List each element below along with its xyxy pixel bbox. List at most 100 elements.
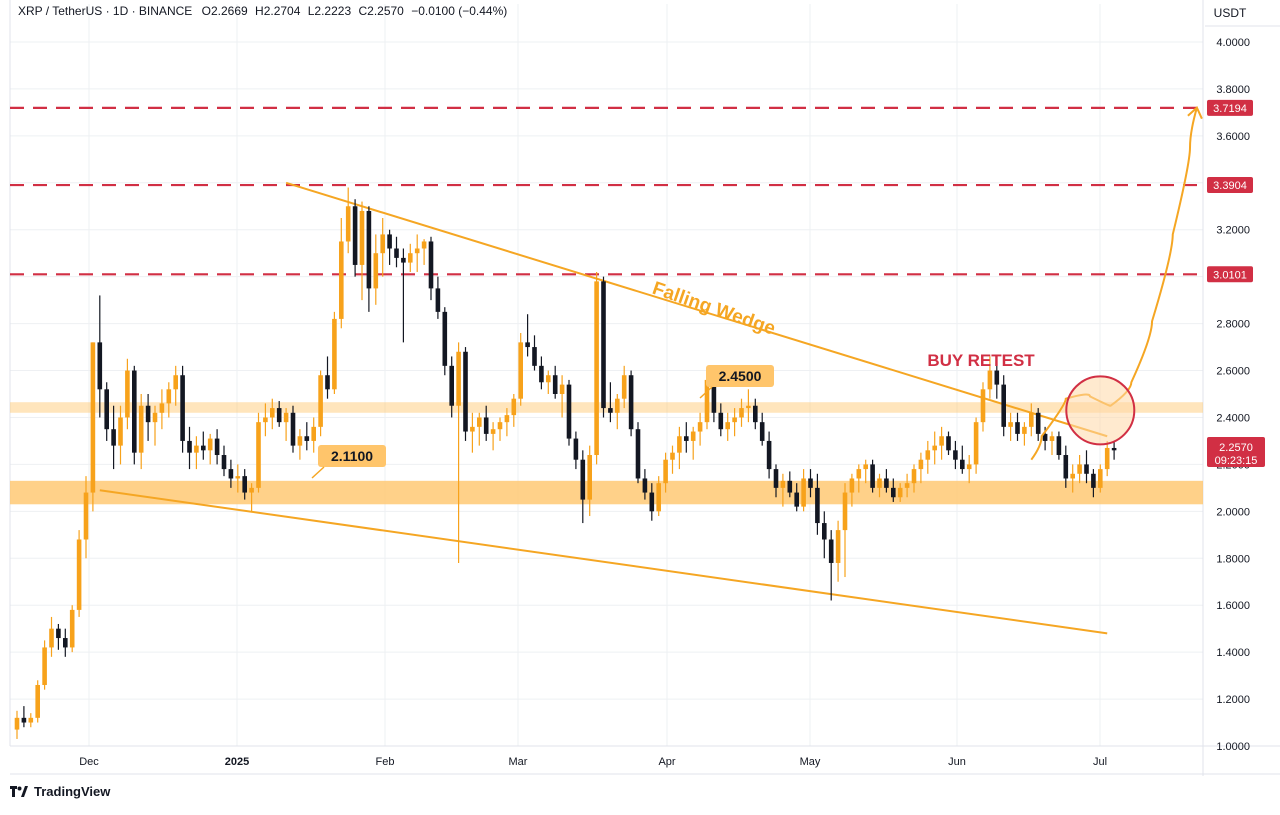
price-tick-label: 3.6000 bbox=[1216, 131, 1250, 143]
candle-body bbox=[766, 440, 772, 470]
candle-body bbox=[546, 375, 551, 383]
candle-body bbox=[670, 452, 675, 460]
candle-body bbox=[822, 523, 827, 540]
candle-body bbox=[449, 365, 454, 406]
candle-body bbox=[980, 389, 986, 423]
candle-body bbox=[953, 450, 958, 460]
candle-body bbox=[42, 647, 47, 685]
candle-body bbox=[815, 487, 820, 524]
candle-body bbox=[63, 638, 68, 648]
candle-body bbox=[801, 478, 806, 507]
candle-body bbox=[497, 422, 503, 430]
candle-body bbox=[1098, 469, 1103, 488]
ohlc-header: XRP / TetherUS · 1D · BINANCE O2.2669 H2… bbox=[18, 4, 507, 18]
candle-body bbox=[690, 431, 696, 441]
projection-path bbox=[1030, 107, 1198, 461]
candle-body bbox=[380, 234, 385, 254]
candle-body bbox=[152, 412, 158, 423]
candle-body bbox=[470, 426, 475, 432]
time-tick-label: Feb bbox=[376, 756, 395, 768]
candle-body bbox=[14, 717, 20, 730]
candle-body bbox=[104, 389, 109, 430]
price-tick-label: 1.8000 bbox=[1216, 553, 1250, 565]
candle-body bbox=[1111, 447, 1117, 451]
candle-body bbox=[587, 455, 592, 500]
candle-body bbox=[856, 469, 862, 479]
candle-body bbox=[373, 253, 379, 289]
close-label: C bbox=[358, 4, 368, 18]
candle-body bbox=[1063, 455, 1069, 479]
candle-body bbox=[111, 429, 116, 446]
level-badge-text: 3.7194 bbox=[1213, 103, 1247, 115]
candle-body bbox=[263, 417, 268, 423]
candle-body bbox=[842, 492, 848, 531]
candle-body bbox=[214, 438, 220, 456]
zone-label-box bbox=[318, 445, 386, 467]
candle-body bbox=[753, 405, 758, 423]
price-tick-label: 1.4000 bbox=[1216, 647, 1250, 659]
candle-body bbox=[276, 408, 282, 423]
candle-body bbox=[932, 445, 937, 451]
candle-body bbox=[635, 429, 641, 479]
candle-body bbox=[435, 288, 441, 312]
tradingview-branding[interactable]: TradingView bbox=[10, 784, 110, 799]
candle-body bbox=[1029, 412, 1034, 427]
candle-body bbox=[132, 370, 137, 453]
price-tick-label: 2.8000 bbox=[1216, 319, 1250, 331]
candle-body bbox=[884, 478, 889, 488]
buy-retest-circle bbox=[1065, 375, 1136, 446]
countdown-text: 09:23:15 bbox=[1215, 455, 1258, 467]
time-tick-label: Jun bbox=[948, 756, 966, 768]
candle-body bbox=[718, 412, 724, 430]
candle-body bbox=[256, 422, 261, 488]
candle-body bbox=[939, 436, 944, 446]
current-price-text: 2.2570 bbox=[1219, 442, 1253, 454]
buy-retest-label: BUY RETEST bbox=[927, 351, 1035, 370]
price-axis: USDT 1.0000 1.2000 1.4000 1.6000 1.8000 2.0000… bbox=[1205, 6, 1280, 753]
current-price-badge bbox=[1207, 437, 1265, 468]
candle-body bbox=[642, 478, 648, 493]
candle-body bbox=[56, 628, 61, 639]
price-tick-label: 2.4000 bbox=[1216, 412, 1250, 424]
price-tick-label: 4.0000 bbox=[1216, 37, 1250, 49]
candle-body bbox=[1070, 473, 1075, 479]
candle-body bbox=[828, 539, 834, 563]
candle-body bbox=[483, 417, 489, 434]
price-tick-label: 1.6000 bbox=[1216, 600, 1250, 612]
candle-body bbox=[270, 408, 275, 418]
level-badge-text: 3.3904 bbox=[1213, 180, 1247, 192]
candle-body bbox=[352, 206, 358, 265]
candle-body bbox=[49, 628, 54, 648]
candle-body bbox=[732, 417, 737, 423]
currency-label: USDT bbox=[1214, 6, 1247, 20]
candle-body bbox=[311, 426, 316, 441]
candle-body bbox=[235, 476, 241, 479]
candle-body bbox=[580, 459, 586, 500]
candle-body bbox=[863, 464, 868, 470]
candle-body bbox=[746, 405, 751, 409]
candle-body bbox=[739, 408, 744, 418]
time-tick-label: May bbox=[800, 756, 821, 768]
zone-label-box bbox=[706, 365, 774, 387]
level-badge bbox=[1207, 266, 1253, 283]
candle-body bbox=[808, 478, 813, 488]
candle-body bbox=[877, 478, 882, 488]
candle-body bbox=[290, 412, 296, 446]
candle-body bbox=[891, 487, 896, 498]
grid-lines bbox=[10, 4, 1203, 747]
candle-body bbox=[28, 717, 34, 723]
candle-body bbox=[532, 347, 537, 366]
candle-body bbox=[118, 417, 123, 446]
candle-body bbox=[966, 464, 972, 470]
candle-body bbox=[566, 384, 572, 439]
candle-body bbox=[173, 375, 178, 390]
candle-body bbox=[649, 492, 655, 512]
low-label: L bbox=[307, 4, 315, 18]
tradingview-logo-icon bbox=[10, 785, 28, 798]
candle-body bbox=[525, 342, 530, 348]
candle-body bbox=[456, 351, 461, 406]
symbol-label[interactable]: XRP / TetherUS · 1D · BINANCE bbox=[18, 4, 193, 18]
time-axis: Dec 2025 Feb Mar Apr May Jun Jul bbox=[79, 756, 1107, 768]
